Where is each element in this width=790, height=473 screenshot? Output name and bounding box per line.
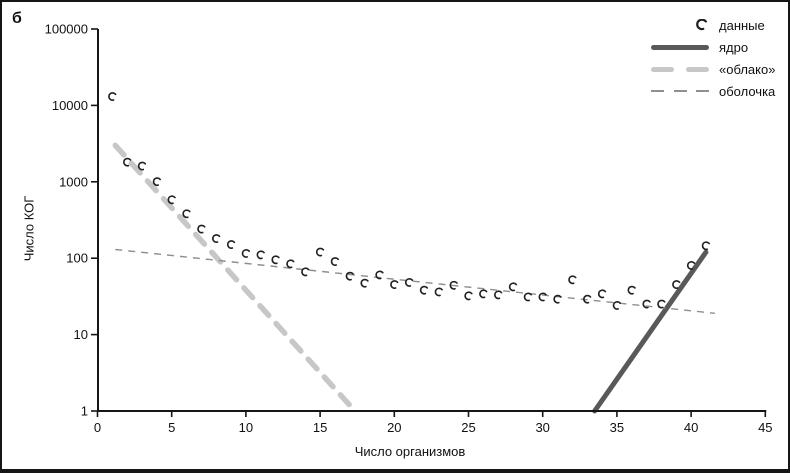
legend-item-cloud: «облако» (651, 61, 776, 77)
legend-label-shell: оболочка (719, 83, 776, 99)
data-point (508, 282, 518, 292)
x-tick-label: 30 (535, 420, 549, 435)
data-point (197, 224, 206, 234)
shell-line-icon (651, 90, 709, 92)
data-point (108, 92, 117, 101)
x-tick-label: 45 (758, 420, 772, 435)
data-point (286, 259, 295, 269)
data-point (553, 294, 562, 304)
x-tick-label: 25 (461, 420, 475, 435)
legend-label-core: ядро (719, 39, 749, 55)
data-point (330, 257, 340, 266)
data-point (182, 209, 191, 219)
data-point (538, 292, 547, 302)
series-line-shell (115, 248, 715, 314)
data-point (672, 280, 681, 289)
cloud-line-icon (651, 66, 709, 72)
core-line-icon (651, 44, 709, 50)
legend-label-data: данные (719, 17, 765, 33)
data-point (271, 255, 280, 265)
x-tick-label: 15 (313, 420, 327, 435)
data-point (226, 240, 236, 249)
data-point (404, 278, 414, 287)
data-point (479, 289, 488, 299)
data-point (686, 261, 696, 270)
data-point (701, 241, 710, 251)
y-tick-label: 100000 (45, 22, 88, 37)
data-point (464, 291, 473, 301)
data-point (612, 301, 621, 310)
data-point (256, 250, 265, 260)
y-axis-title: Число КОГ (21, 195, 37, 262)
y-tick-label: 10000 (52, 98, 88, 113)
data-point (434, 287, 443, 297)
data-point (627, 285, 636, 295)
data-point (657, 299, 666, 309)
y-tick-label: 1000 (59, 174, 88, 189)
data-point (494, 290, 503, 300)
y-tick-label: 100 (66, 251, 88, 266)
data-point (212, 234, 221, 243)
data-point (167, 195, 176, 205)
y-tick-label: 1 (81, 404, 88, 419)
legend: данные ядро «облако» оболочка (651, 17, 776, 99)
data-point (301, 267, 310, 277)
data-point (360, 278, 369, 288)
data-point (419, 285, 429, 295)
data-point (390, 280, 399, 289)
x-tick-label: 20 (387, 420, 401, 435)
data-marker-icon (651, 18, 709, 32)
x-tick-label: 0 (94, 420, 101, 435)
legend-label-cloud: «облако» (719, 61, 776, 77)
panel-label: б (12, 10, 22, 27)
data-point (523, 292, 532, 302)
y-tick-label: 10 (74, 327, 88, 342)
data-point (642, 299, 651, 309)
legend-item-core: ядро (651, 39, 775, 55)
x-tick-label: 5 (168, 420, 175, 435)
data-point (123, 157, 132, 167)
legend-item-shell: оболочка (651, 83, 776, 99)
x-tick-label: 40 (684, 420, 698, 435)
data-point (315, 247, 325, 257)
x-tick-label: 35 (610, 420, 624, 435)
series-line-cloud (112, 142, 358, 414)
data-point (568, 275, 577, 285)
data-point (375, 270, 384, 280)
x-axis-title: Число организмов (354, 444, 466, 459)
data-point (597, 289, 607, 299)
data-point (137, 161, 147, 171)
data-point (449, 280, 458, 290)
series-line-core (592, 249, 709, 414)
data-point (152, 177, 162, 187)
data-point (583, 294, 592, 304)
data-point (241, 249, 251, 258)
x-tick-label: 10 (239, 420, 253, 435)
data-point (345, 271, 354, 281)
legend-item-data: данные (651, 17, 775, 33)
